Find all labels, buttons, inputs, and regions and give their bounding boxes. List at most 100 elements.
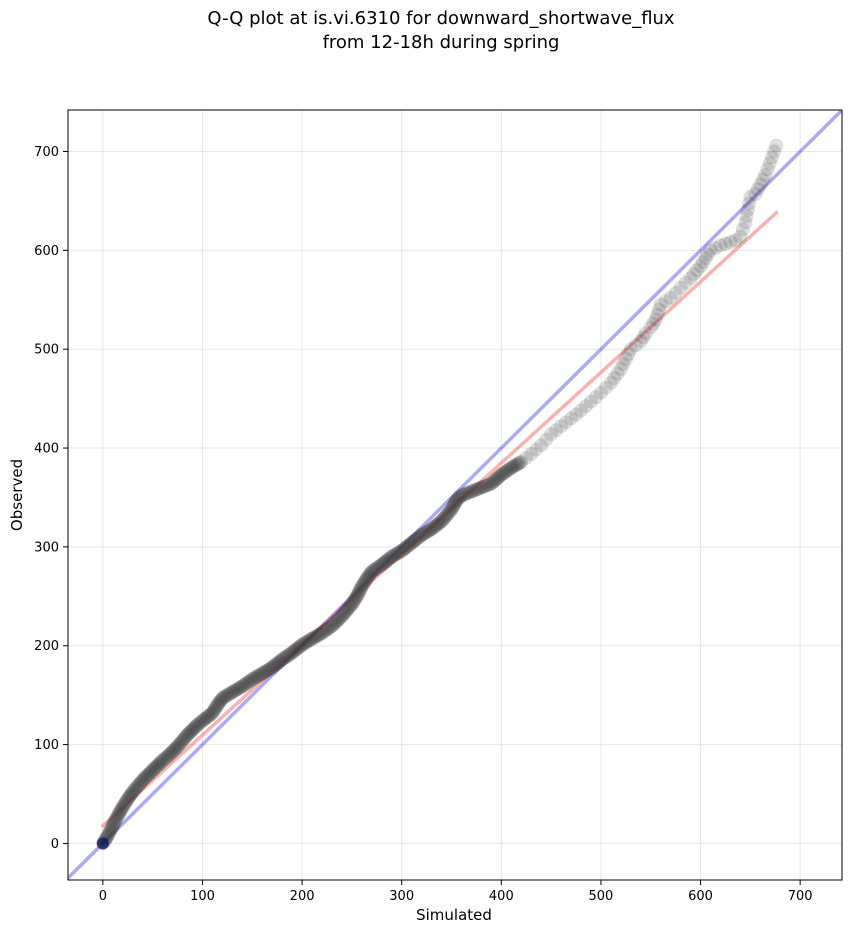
- qq-point: [212, 694, 227, 709]
- qq-point: [125, 785, 140, 800]
- qq-point: [154, 754, 169, 769]
- qq-point: [758, 168, 773, 183]
- qq-point: [742, 196, 757, 211]
- qq-point: [324, 618, 339, 633]
- qq-point: [155, 753, 170, 768]
- qq-point: [278, 649, 293, 664]
- qq-point: [146, 762, 161, 777]
- qq-point: [240, 675, 255, 690]
- qq-point: [199, 710, 214, 725]
- qq-point: [398, 541, 413, 556]
- qq-point: [158, 751, 173, 766]
- qq-point: [252, 667, 267, 682]
- qq-point: [113, 803, 128, 818]
- qq-point: [472, 481, 487, 496]
- linear-fit-line: [100, 210, 779, 829]
- qq-point: [636, 330, 651, 345]
- qq-point: [733, 229, 748, 244]
- qq-point: [217, 689, 232, 704]
- qq-point: [431, 516, 446, 531]
- qq-point: [315, 625, 330, 640]
- qq-point: [286, 644, 301, 659]
- qq-point: [484, 476, 499, 491]
- qq-point: [372, 559, 387, 574]
- qq-point: [496, 466, 511, 481]
- qq-point: [437, 510, 452, 525]
- qq-point: [191, 716, 206, 731]
- qq-point: [446, 498, 461, 513]
- qq-point: [427, 519, 442, 534]
- qq-point: [405, 535, 420, 550]
- qq-point: [361, 569, 376, 584]
- qq-point: [306, 631, 321, 646]
- qq-point: [303, 632, 318, 647]
- qq-point: [390, 546, 405, 561]
- qq-point: [298, 635, 313, 650]
- qq-point: [151, 757, 166, 772]
- qq-point: [769, 138, 784, 153]
- qq-point: [160, 749, 175, 764]
- qq-point: [229, 682, 244, 697]
- qq-point: [607, 371, 622, 386]
- qq-point: [407, 533, 422, 548]
- qq-point: [342, 599, 357, 614]
- qq-point: [119, 793, 134, 808]
- reference-lines: [68, 110, 842, 880]
- qq-point: [338, 604, 353, 619]
- qq-point: [205, 705, 220, 720]
- qq-point: [539, 432, 554, 447]
- qq-point: [101, 827, 116, 842]
- qq-point: [498, 465, 513, 480]
- qq-point: [275, 652, 290, 667]
- qq-point: [478, 478, 493, 493]
- qq-point: [261, 662, 276, 677]
- qq-point: [512, 455, 527, 470]
- qq-point: [215, 691, 230, 706]
- qq-point: [764, 150, 779, 165]
- qq-point: [374, 557, 389, 572]
- qq-point: [216, 690, 231, 705]
- qq-point: [115, 799, 130, 814]
- qq-point: [317, 624, 332, 639]
- qq-point: [447, 497, 462, 512]
- qq-point: [448, 495, 463, 510]
- qq-point: [406, 534, 421, 549]
- qq-point: [371, 560, 386, 575]
- chart-subtitle: from 12-18h during spring: [323, 32, 560, 53]
- qq-point: [121, 790, 136, 805]
- qq-point: [470, 482, 485, 497]
- qq-point: [480, 478, 495, 493]
- qq-point: [163, 746, 178, 761]
- qq-point: [116, 798, 131, 813]
- qq-point: [445, 501, 460, 516]
- qq-point: [621, 347, 636, 362]
- qq-point: [186, 721, 201, 736]
- qq-point: [438, 509, 453, 524]
- qq-point: [465, 483, 480, 498]
- qq-point: [435, 513, 450, 528]
- qq-point: [468, 482, 483, 497]
- qq-point: [524, 446, 539, 461]
- qq-point: [506, 459, 521, 474]
- qq-point: [189, 718, 204, 733]
- qq-point: [718, 236, 733, 251]
- qq-point: [262, 661, 277, 676]
- qq-point: [115, 801, 130, 816]
- qq-point: [276, 651, 291, 666]
- qq-point: [559, 415, 574, 430]
- x-tick-label: 100: [190, 889, 215, 904]
- qq-point: [204, 706, 219, 721]
- qq-point: [350, 587, 365, 602]
- qq-point: [643, 320, 658, 335]
- qq-point: [170, 739, 185, 754]
- qq-point: [166, 743, 181, 758]
- qq-point: [544, 427, 559, 442]
- qq-point: [623, 342, 638, 357]
- qq-point: [285, 645, 300, 660]
- qq-point: [728, 233, 743, 248]
- qq-point: [583, 394, 598, 409]
- qq-point: [126, 783, 141, 798]
- qq-point: [122, 789, 137, 804]
- qq-point: [501, 462, 516, 477]
- qq-point: [750, 182, 765, 197]
